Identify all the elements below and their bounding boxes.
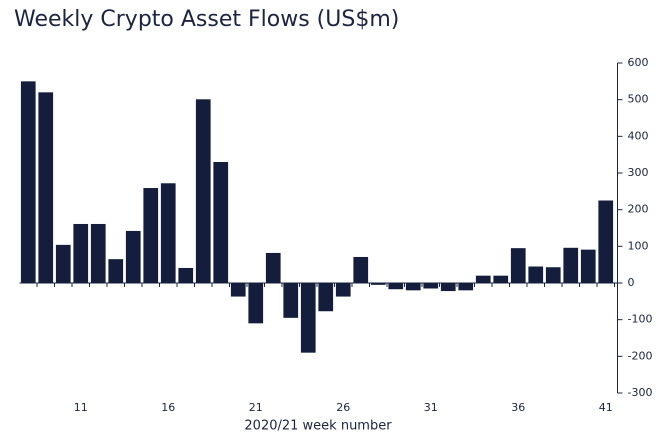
x-tick-label: 21 — [249, 401, 263, 414]
bar — [598, 200, 614, 283]
x-tick-label: 26 — [336, 401, 350, 414]
bar — [353, 256, 369, 283]
bar — [20, 81, 36, 283]
bar — [195, 99, 211, 283]
bar — [458, 283, 474, 291]
bar — [213, 162, 229, 283]
bar — [230, 283, 246, 297]
y-tick-label: 400 — [628, 129, 649, 142]
bar — [73, 223, 89, 283]
bar — [563, 247, 579, 283]
bar — [580, 249, 596, 283]
y-tick-label: -200 — [628, 349, 653, 362]
bar — [440, 283, 456, 292]
y-tick-label: -100 — [628, 313, 653, 326]
bar — [493, 275, 509, 283]
bar — [108, 259, 124, 283]
x-tick-label: 11 — [74, 401, 88, 414]
bar — [423, 283, 439, 289]
bar — [388, 283, 404, 290]
y-tick-label: 300 — [628, 166, 649, 179]
x-axis-label: 2020/21 week number — [244, 419, 392, 434]
bar — [248, 283, 264, 324]
bar — [160, 183, 176, 283]
bar — [475, 275, 491, 283]
bar — [125, 230, 141, 283]
bar — [143, 188, 159, 283]
x-tick-label: 36 — [511, 401, 525, 414]
bar — [55, 244, 71, 283]
bar — [178, 267, 194, 283]
bar — [370, 283, 386, 285]
bar — [265, 252, 281, 283]
y-tick-label: 0 — [628, 276, 635, 289]
chart-title: Weekly Crypto Asset Flows (US$m) — [14, 7, 399, 32]
y-tick-label: 500 — [628, 93, 649, 106]
bar — [90, 223, 106, 283]
bar — [318, 283, 334, 312]
bar — [38, 92, 54, 283]
bar — [283, 283, 299, 318]
bar — [510, 248, 526, 283]
bar — [335, 283, 351, 297]
y-tick-label: 200 — [628, 203, 649, 216]
y-tick-label: -300 — [628, 386, 653, 399]
x-tick-label: 16 — [161, 401, 175, 414]
y-tick-label: 100 — [628, 239, 649, 252]
bar — [405, 283, 421, 291]
bar — [300, 283, 316, 353]
x-tick-label: 31 — [424, 401, 438, 414]
y-tick-label: 600 — [628, 56, 649, 69]
bar — [545, 267, 561, 283]
x-tick-label: 41 — [599, 401, 613, 414]
bar — [528, 266, 544, 283]
